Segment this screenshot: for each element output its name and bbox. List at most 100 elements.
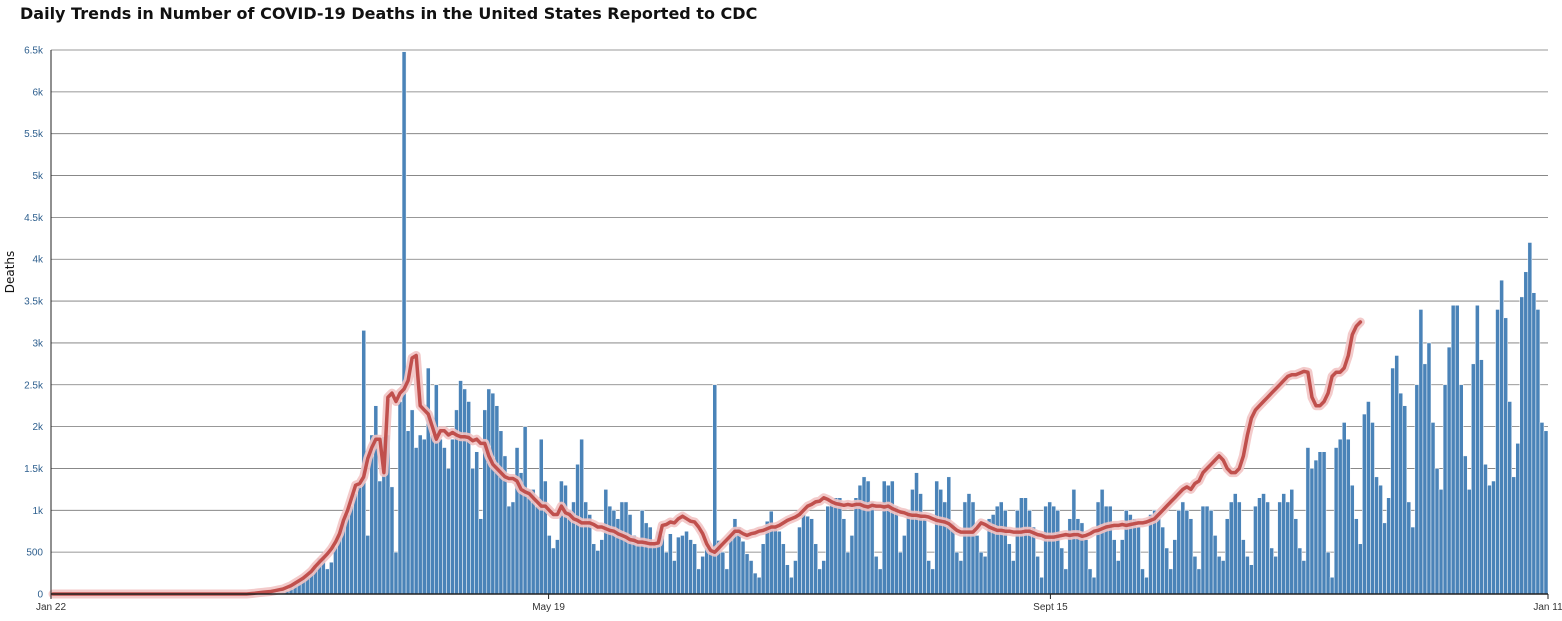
data-bar xyxy=(1301,560,1307,595)
data-bar xyxy=(756,577,762,595)
data-bar xyxy=(579,438,584,595)
data-bar xyxy=(329,561,334,595)
data-bar xyxy=(672,560,677,595)
data-bar xyxy=(538,438,544,595)
data-bar xyxy=(470,468,475,595)
data-bar xyxy=(526,489,532,595)
data-bar xyxy=(1341,422,1347,595)
data-bar xyxy=(1120,539,1125,595)
data-bar xyxy=(1228,501,1234,595)
data-bar xyxy=(744,553,750,595)
data-bar xyxy=(1289,489,1295,595)
data-bar xyxy=(1103,505,1109,595)
data-bar xyxy=(389,486,395,595)
data-bar xyxy=(1483,464,1488,595)
data-bar xyxy=(1257,497,1262,595)
data-bar xyxy=(607,505,613,595)
data-bar xyxy=(760,543,766,595)
data-bar xyxy=(708,551,713,595)
data-bar xyxy=(1144,577,1149,595)
y-tick-label: 5.5k xyxy=(24,129,44,140)
data-bar xyxy=(664,551,669,595)
data-bar xyxy=(1495,309,1500,595)
data-bar xyxy=(1293,518,1299,595)
data-bar xyxy=(458,380,463,595)
data-bar xyxy=(797,526,802,595)
x-tick-label: Jan 11 xyxy=(1533,602,1562,613)
data-bar xyxy=(1208,510,1214,595)
gridlines xyxy=(51,49,1548,553)
data-bar xyxy=(1333,447,1339,595)
data-bar xyxy=(1180,501,1186,595)
data-bar xyxy=(1507,401,1512,595)
data-bar xyxy=(1132,518,1137,595)
data-bar xyxy=(1039,577,1044,595)
data-bar xyxy=(1023,497,1028,595)
data-bar xyxy=(1148,514,1153,595)
data-bar xyxy=(349,505,354,595)
data-bar xyxy=(809,518,814,595)
data-bar xyxy=(1426,342,1432,595)
data-bar xyxy=(1265,501,1270,595)
data-bar xyxy=(373,405,379,595)
data-bar xyxy=(817,568,822,595)
data-bar xyxy=(966,493,972,595)
data-bar xyxy=(1245,556,1250,595)
data-bar xyxy=(906,510,911,595)
data-bar xyxy=(1035,556,1040,595)
data-bar xyxy=(1043,505,1048,595)
data-bar xyxy=(910,489,915,595)
data-bar xyxy=(954,551,960,595)
data-bar xyxy=(534,505,540,595)
data-bar xyxy=(1172,539,1178,595)
data-bar xyxy=(676,536,681,595)
y-tick-label: 3.5k xyxy=(24,297,44,308)
data-bar xyxy=(635,539,641,595)
data-bar xyxy=(643,522,649,595)
data-bar xyxy=(567,510,572,595)
data-bar xyxy=(918,493,923,595)
data-bar xyxy=(1107,505,1113,595)
data-bar xyxy=(1059,547,1065,595)
data-bar xyxy=(1220,560,1226,595)
data-bar xyxy=(821,560,826,595)
data-bar xyxy=(623,501,629,595)
data-bar xyxy=(353,493,358,595)
data-bar xyxy=(438,438,443,595)
data-bar xyxy=(1463,455,1468,595)
data-bar xyxy=(1398,392,1403,595)
data-bar xyxy=(841,518,847,595)
data-bar xyxy=(1418,309,1424,595)
y-tick-label: 1k xyxy=(32,506,44,517)
data-bar xyxy=(450,438,455,595)
data-bar xyxy=(1345,438,1351,595)
data-bar xyxy=(865,480,871,595)
data-bar xyxy=(514,447,520,595)
data-bar xyxy=(474,451,479,595)
data-bar xyxy=(1168,568,1173,595)
data-bar xyxy=(724,568,730,595)
data-bar xyxy=(430,434,435,595)
data-bar xyxy=(1382,522,1387,595)
data-bar xyxy=(498,430,504,595)
x-tick-label: Sept 15 xyxy=(1033,602,1068,613)
data-bar xyxy=(1358,543,1363,595)
data-bar xyxy=(555,539,560,595)
data-bar xyxy=(902,535,907,595)
data-bar xyxy=(1471,363,1476,595)
y-tick-label: 4k xyxy=(32,255,44,266)
data-bar xyxy=(1237,501,1242,595)
data-bar xyxy=(365,535,371,595)
data-bar xyxy=(1233,493,1238,595)
data-bar xyxy=(1366,401,1371,595)
data-bar xyxy=(1087,568,1093,595)
data-bar xyxy=(728,535,734,595)
y-tick-label: 6.5k xyxy=(24,46,44,57)
data-bar xyxy=(490,392,496,595)
data-bar xyxy=(853,497,859,595)
y-tick-label: 6k xyxy=(32,87,44,98)
data-bar xyxy=(1140,568,1145,595)
data-bar xyxy=(1527,242,1533,595)
data-bar xyxy=(1015,510,1020,595)
data-bar xyxy=(333,546,338,595)
